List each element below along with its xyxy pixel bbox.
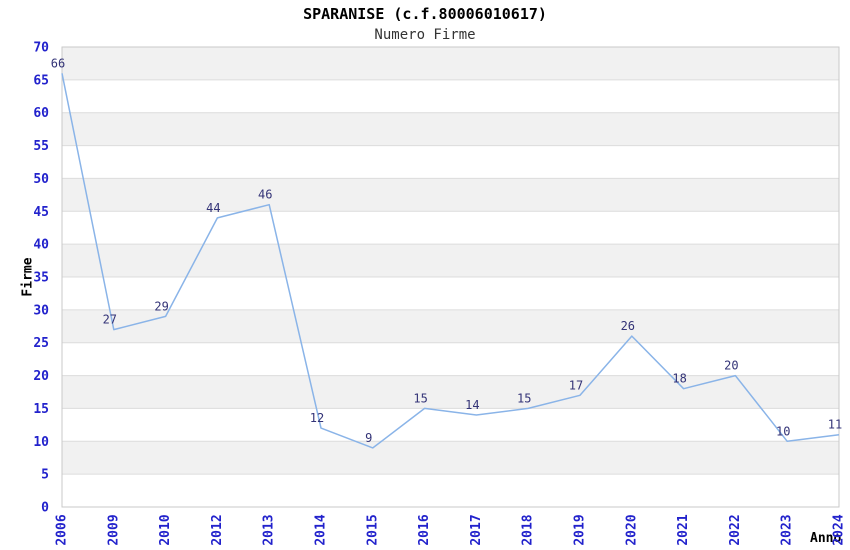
point-label: 46 — [258, 188, 272, 202]
point-label: 15 — [517, 391, 531, 405]
y-tick-label: 20 — [33, 369, 49, 384]
x-tick-label: 2015 — [365, 514, 380, 545]
x-tick-labels: 2006 2009 2010 2012 2013 2014 2015 2016 2017 2018… — [55, 514, 847, 545]
point-label: 29 — [154, 299, 168, 313]
y-tick-labels: 0 5 10 15 20 25 30 35 40 45 50 55 60 65 70 — [33, 41, 49, 516]
x-tick-label: 2009 — [106, 514, 121, 545]
plot-band — [62, 309, 839, 343]
y-tick-label: 15 — [33, 402, 49, 417]
y-tick-label: 60 — [33, 106, 49, 121]
x-tick-label: 2021 — [676, 514, 691, 545]
x-tick-label: 2019 — [573, 514, 588, 545]
point-label: 10 — [776, 424, 790, 438]
y-tick-label: 45 — [33, 205, 49, 220]
y-tick-label: 30 — [33, 303, 49, 318]
plot-bands — [62, 47, 839, 475]
plot-border — [61, 46, 840, 508]
point-label: 66 — [51, 56, 65, 70]
x-tick-label: 2018 — [521, 514, 536, 545]
x-tick-label: 2017 — [469, 514, 484, 545]
point-label: 26 — [621, 319, 635, 333]
y-tick-label: 65 — [33, 73, 49, 88]
point-label: 44 — [206, 201, 220, 215]
x-tick-label: 2024 — [832, 514, 847, 545]
point-label: 14 — [465, 398, 479, 412]
x-tick-label: 2022 — [728, 514, 743, 545]
point-label: 17 — [569, 378, 583, 392]
y-tick-label: 50 — [33, 172, 49, 187]
y-tick-label: 40 — [33, 238, 49, 253]
x-tick-label: 2013 — [262, 514, 277, 545]
x-tick-label: 2012 — [210, 514, 225, 545]
series-line — [61, 73, 840, 449]
point-label: 20 — [724, 359, 738, 373]
plot-band — [62, 47, 839, 80]
point-label: 11 — [828, 418, 842, 432]
plot-band — [62, 178, 839, 212]
y-tick-label: 5 — [41, 468, 49, 483]
point-label: 27 — [103, 313, 117, 327]
chart-title: SPARANISE (c.f.80006010617) — [303, 5, 547, 23]
x-tick-label: 2014 — [314, 514, 329, 545]
plot-band — [62, 375, 839, 409]
x-tick-label: 2020 — [624, 514, 639, 545]
plot-band — [62, 244, 839, 277]
point-label: 9 — [365, 431, 372, 445]
x-tick-label: 2023 — [780, 514, 795, 545]
x-tick-label: 2016 — [417, 514, 432, 545]
x-axis-title: Anno — [810, 531, 842, 546]
point-label: 12 — [310, 411, 324, 425]
chart-subtitle: Numero Firme — [374, 27, 476, 43]
y-tick-label: 70 — [33, 41, 49, 56]
y-tick-label: 35 — [33, 271, 49, 286]
plot-band — [62, 112, 839, 146]
y-tick-label: 10 — [33, 435, 49, 450]
y-tick-label: 25 — [33, 336, 49, 351]
x-tick-label: 2010 — [158, 514, 173, 545]
x-tick-label: 2006 — [55, 514, 70, 545]
point-label: 18 — [672, 372, 686, 386]
point-labels: 66 27 29 44 46 12 9 15 14 15 17 26 18 20 10 11 — [51, 56, 842, 445]
plot-band — [62, 441, 839, 475]
point-label: 15 — [413, 391, 427, 405]
y-tick-label: 55 — [33, 139, 49, 154]
y-tick-label: 0 — [41, 501, 49, 516]
